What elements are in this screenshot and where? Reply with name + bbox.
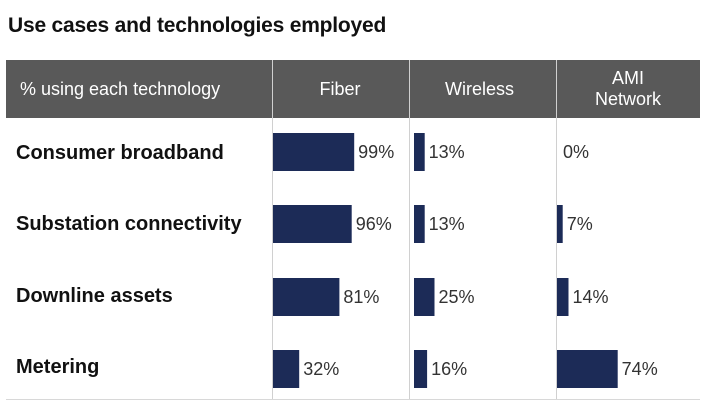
bar-wireless-0 xyxy=(414,133,425,171)
bar-ami-network-2 xyxy=(557,278,569,316)
value-label: 32% xyxy=(303,359,339,379)
bar-fiber-1 xyxy=(273,205,352,243)
column-divider xyxy=(409,60,410,400)
column-divider xyxy=(272,60,273,400)
value-label: 13% xyxy=(429,214,465,234)
chart-title: Use cases and technologies employed xyxy=(8,14,387,37)
value-label: 96% xyxy=(356,214,392,234)
value-label: 0% xyxy=(563,142,589,162)
bar-fiber-3 xyxy=(273,350,300,388)
row-label-substation-connectivity: Substation connectivity xyxy=(16,213,242,235)
row-label-consumer-broadband: Consumer broadband xyxy=(16,142,224,164)
value-label: 99% xyxy=(358,142,394,162)
value-label: 14% xyxy=(572,287,608,307)
bar-wireless-1 xyxy=(414,205,425,243)
value-label: 13% xyxy=(429,142,465,162)
header-ami-network: AMI Network xyxy=(594,68,661,109)
value-label: 7% xyxy=(567,214,593,234)
row-label-downline-assets: Downline assets xyxy=(16,285,173,307)
table-header: % using each technology Fiber Wireless A… xyxy=(6,60,700,118)
value-label: 16% xyxy=(431,359,467,379)
bar-fiber-2 xyxy=(273,278,340,316)
column-divider xyxy=(556,60,557,400)
table-bottom-border xyxy=(6,399,700,400)
bar-wireless-3 xyxy=(414,350,428,388)
bar-wireless-2 xyxy=(414,278,435,316)
value-label: 25% xyxy=(439,287,475,307)
header-row-label: % using each technology xyxy=(20,78,221,99)
header-fiber: Fiber xyxy=(319,78,361,99)
bar-fiber-0 xyxy=(273,133,355,171)
value-label: 81% xyxy=(343,287,379,307)
header-wireless: Wireless xyxy=(444,78,514,99)
value-label: 74% xyxy=(622,359,658,379)
bar-ami-network-1 xyxy=(557,205,563,243)
bar-ami-network-3 xyxy=(557,350,618,388)
row-label-metering: Metering xyxy=(16,356,100,378)
